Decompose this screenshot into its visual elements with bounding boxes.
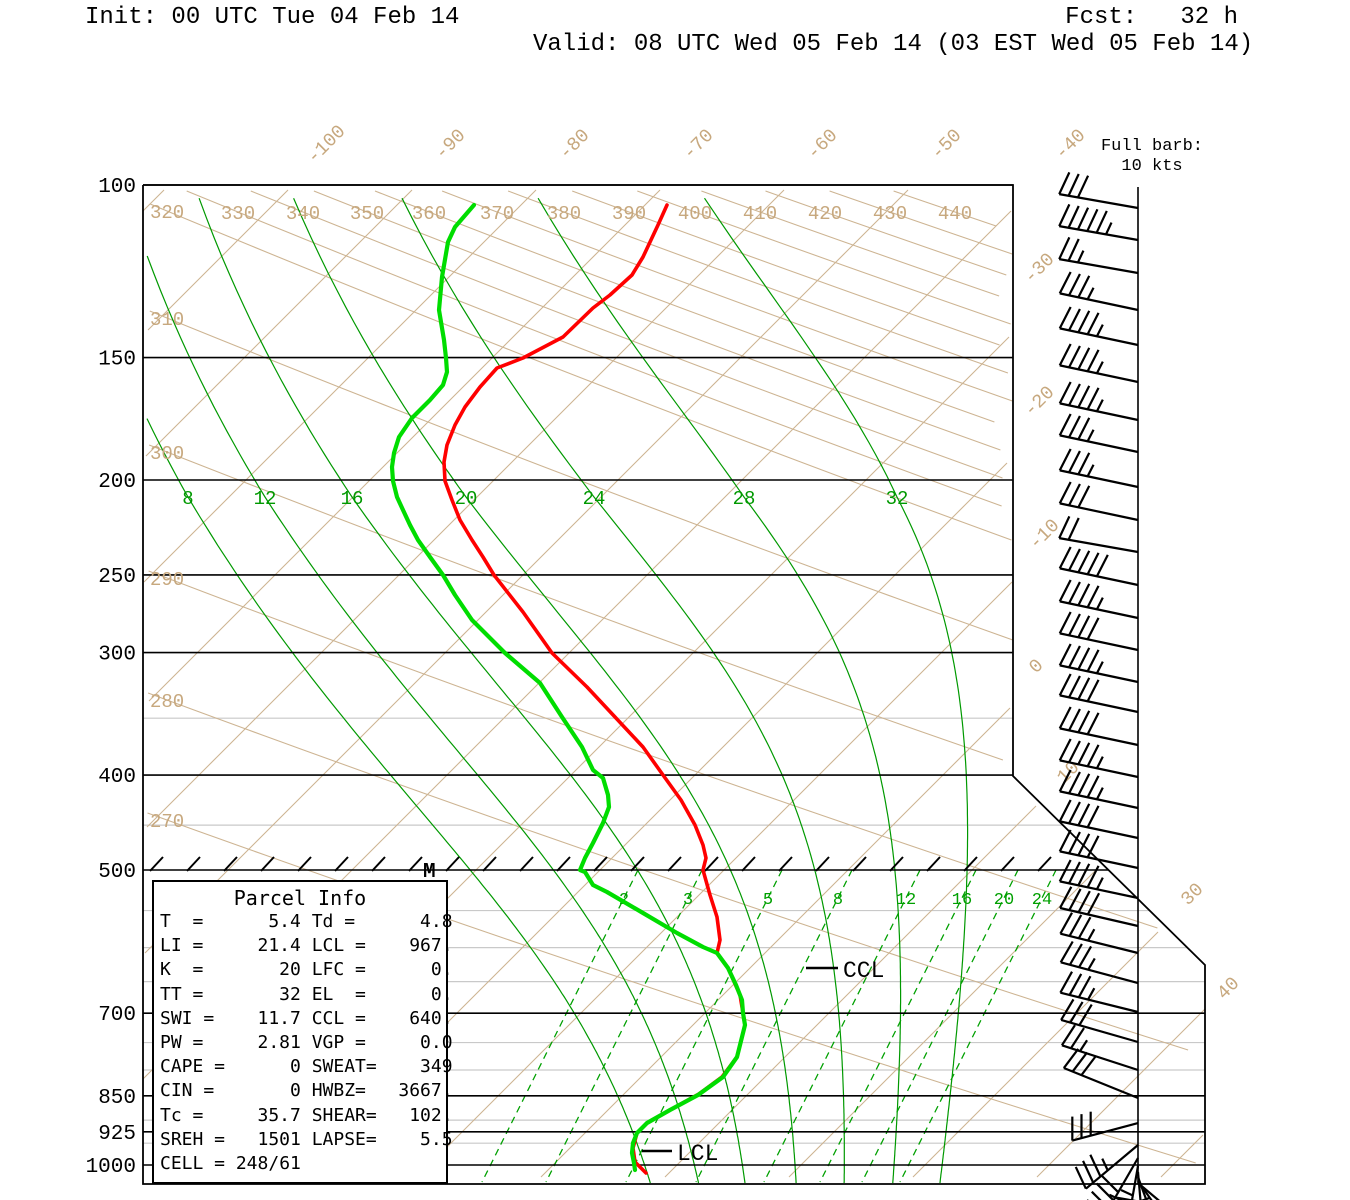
- svg-text:3: 3: [683, 891, 693, 910]
- parcel-row-7: CIN = 0 HWBZ= 3667.: [160, 1080, 453, 1102]
- parcel-info-rows: T = 5.4 Td = 4.8 LI = 21.4 LCL = 967. K = 20 LFC =…: [154, 910, 453, 1176]
- svg-text:10 kts: 10 kts: [1121, 157, 1182, 176]
- svg-text:200: 200: [98, 471, 136, 494]
- dry-adiabat-lines: [147, 190, 1196, 1164]
- dewpoint-curve: [389, 202, 748, 1173]
- svg-text:12: 12: [254, 488, 277, 510]
- svg-text:-50: -50: [927, 125, 967, 165]
- svg-text:32: 32: [886, 488, 909, 510]
- freezing-hatch-row: [149, 856, 1052, 872]
- parcel-row-10: CELL = 248/61: [160, 1153, 301, 1175]
- svg-text:-10: -10: [1025, 515, 1065, 555]
- svg-text:20: 20: [455, 488, 478, 510]
- svg-text:420: 420: [808, 203, 842, 225]
- svg-text:280: 280: [150, 691, 184, 713]
- pressure-lines: [143, 184, 1205, 1166]
- svg-text:-40: -40: [1051, 125, 1091, 165]
- svg-text:410: 410: [743, 203, 777, 225]
- svg-text:-100: -100: [303, 121, 351, 169]
- svg-text:-20: -20: [1020, 382, 1060, 422]
- svg-text:-70: -70: [679, 125, 719, 165]
- svg-text:8: 8: [833, 891, 843, 910]
- svg-text:925: 925: [98, 1123, 136, 1146]
- svg-text:340: 340: [286, 203, 320, 225]
- valid-time-label: Valid: 08 UTC Wed 05 Feb 14 (03 EST Wed …: [533, 31, 1254, 58]
- mixing-ratio-lines: [481, 869, 1057, 1183]
- svg-text:360: 360: [412, 203, 446, 225]
- svg-text:330: 330: [221, 203, 255, 225]
- svg-text:440: 440: [938, 203, 972, 225]
- svg-text:320: 320: [150, 202, 184, 224]
- svg-text:370: 370: [480, 203, 514, 225]
- init-time-label: Init: 00 UTC Tue 04 Feb 14: [85, 4, 460, 31]
- parcel-info-title: Parcel Info: [233, 886, 367, 910]
- svg-text:390: 390: [612, 203, 646, 225]
- svg-text:300: 300: [150, 443, 184, 465]
- dry-adiabat-labels: 330 340 350 360 370 380 390 400 410 420 430 440 320 3…: [150, 202, 972, 833]
- svg-text:430: 430: [873, 203, 907, 225]
- svg-text:16: 16: [341, 488, 364, 510]
- parcel-row-2: K = 20 LFC = 0.: [160, 959, 453, 981]
- parcel-row-9: SREH = 1501 LAPSE= 5.5: [160, 1128, 453, 1150]
- svg-text:M: M: [423, 861, 436, 884]
- svg-text:20: 20: [994, 891, 1014, 910]
- parcel-row-5: PW = 2.81 VGP = 0.0: [160, 1032, 453, 1054]
- svg-text:350: 350: [350, 203, 384, 225]
- svg-text:-90: -90: [431, 125, 471, 165]
- svg-text:5: 5: [763, 891, 773, 910]
- plot-border: [142, 184, 1206, 1185]
- svg-text:16: 16: [952, 891, 972, 910]
- svg-text:LCL: LCL: [677, 1141, 718, 1167]
- svg-text:12: 12: [896, 891, 916, 910]
- svg-text:150: 150: [98, 349, 136, 372]
- pressure-axis-labels: 100 150 200 250 300 400 500 700 850 925 1000: [86, 176, 136, 1179]
- svg-text:290: 290: [150, 569, 184, 591]
- parcel-row-4: SWI = 11.7 CCL = 640.: [160, 1007, 453, 1029]
- svg-text:400: 400: [678, 203, 712, 225]
- svg-text:-60: -60: [803, 125, 843, 165]
- svg-text:300: 300: [98, 644, 136, 667]
- barb-legend: Full barb:10 kts: [1101, 137, 1203, 176]
- svg-text:CCL: CCL: [843, 958, 884, 984]
- forecast-hour-label: Fcst: 32 h: [1065, 4, 1238, 31]
- parcel-row-1: LI = 21.4 LCL = 967.: [160, 935, 453, 957]
- parcel-row-3: TT = 32 EL = 0.: [160, 983, 453, 1005]
- svg-text:380: 380: [547, 203, 581, 225]
- svg-text:8: 8: [182, 488, 193, 510]
- parcel-row-8: Tc = 35.7 SHEAR= 102.: [160, 1104, 453, 1126]
- svg-text:270: 270: [150, 811, 184, 833]
- svg-text:310: 310: [150, 309, 184, 331]
- svg-text:28: 28: [733, 488, 756, 510]
- svg-text:24: 24: [583, 488, 606, 510]
- parcel-info-box: Parcel Info T = 5.4 Td = 4.8 LI = 21.4 LCL = 96…: [152, 880, 453, 1184]
- parcel-row-0: T = 5.4 Td = 4.8: [160, 911, 453, 932]
- svg-text:30: 30: [1177, 879, 1209, 911]
- svg-text:0: 0: [1025, 655, 1049, 679]
- svg-text:1000: 1000: [86, 1156, 136, 1179]
- svg-text:700: 700: [98, 1004, 136, 1027]
- svg-text:Full barb:: Full barb:: [1101, 137, 1203, 156]
- svg-text:500: 500: [98, 861, 136, 884]
- svg-text:100: 100: [98, 176, 136, 199]
- svg-text:250: 250: [98, 566, 136, 589]
- wind-barbs: [1058, 171, 1160, 1200]
- svg-text:850: 850: [98, 1087, 136, 1110]
- mixing-ratio-labels: 2 3 5 8 12 16 20 24: [619, 891, 1052, 910]
- parcel-row-6: CAPE = 0 SWEAT= 349: [160, 1056, 453, 1078]
- svg-text:400: 400: [98, 766, 136, 789]
- level-markers: CCL LCL M: [423, 861, 884, 1167]
- svg-text:-80: -80: [555, 125, 595, 165]
- svg-text:-30: -30: [1020, 249, 1060, 289]
- svg-text:24: 24: [1032, 891, 1052, 910]
- svg-text:40: 40: [1213, 973, 1245, 1005]
- moist-adiabat-labels: 8 12 16 20 24 28 32: [182, 488, 908, 510]
